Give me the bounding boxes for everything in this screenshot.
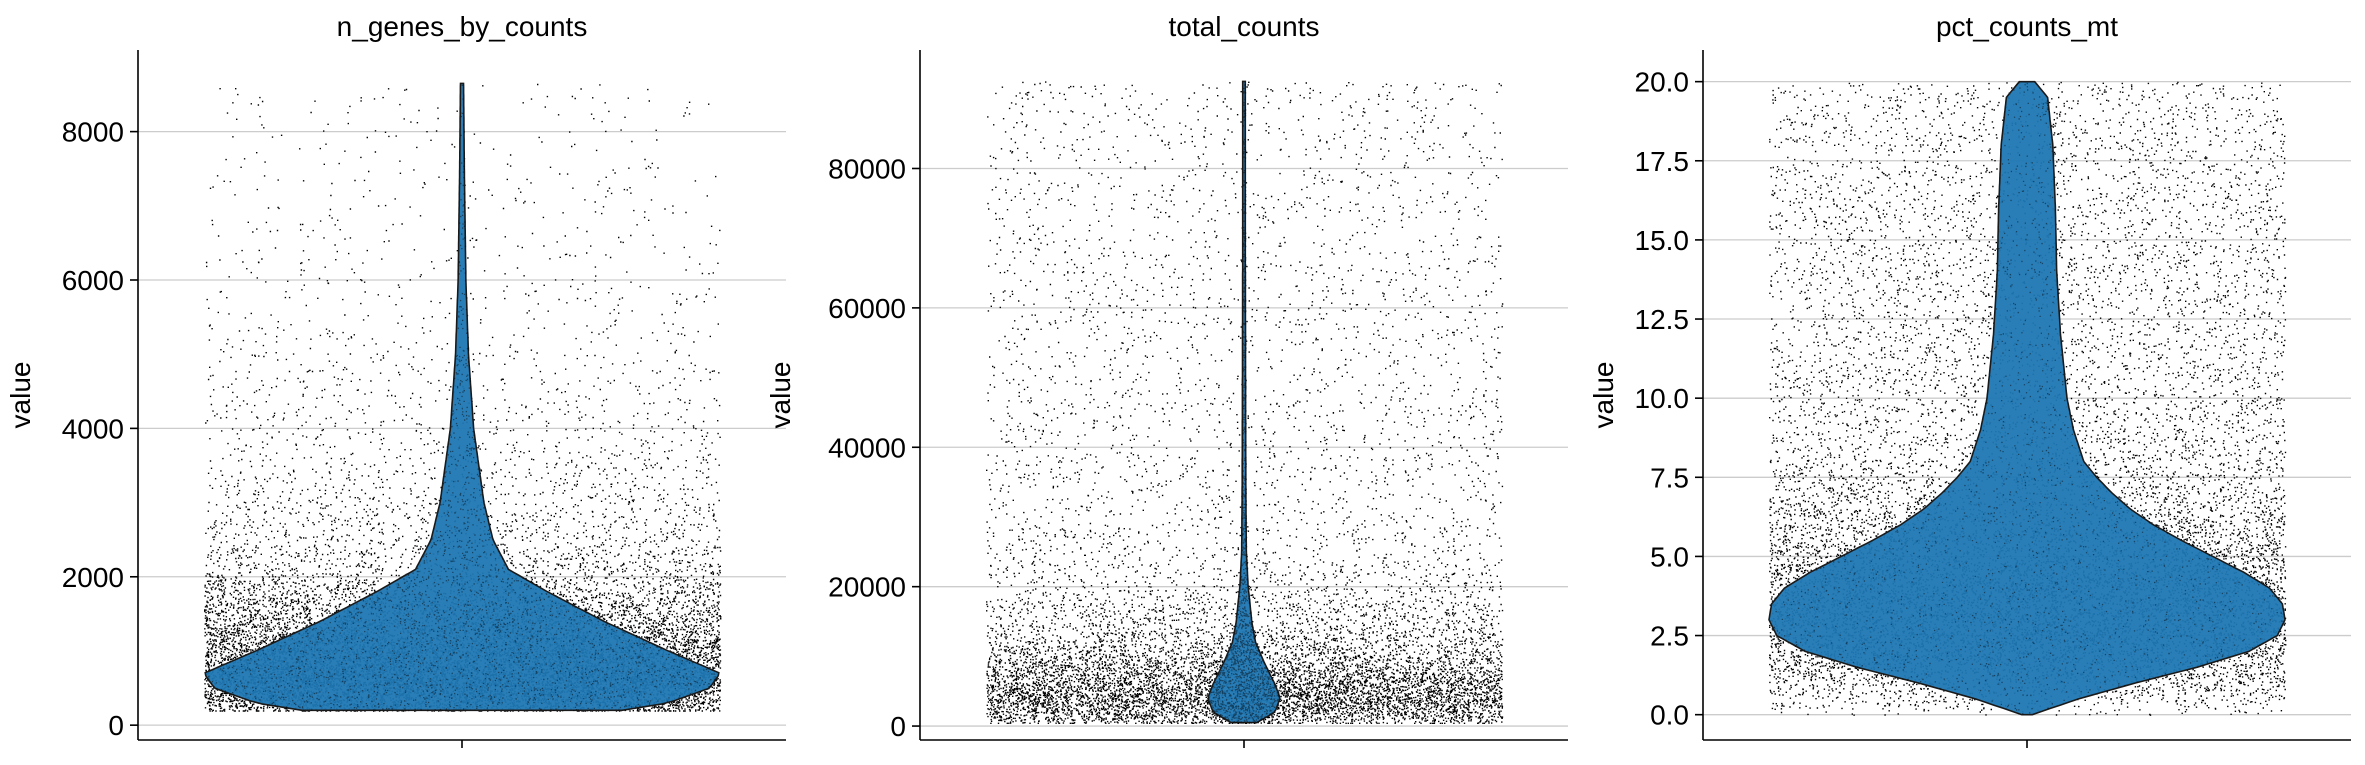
- y-tick-label: 12.5: [1635, 304, 1690, 335]
- jitter-points-over: [1208, 84, 1280, 724]
- y-tick-label: 4000: [62, 413, 124, 444]
- chart-title: total_counts: [1169, 11, 1320, 42]
- violin-body: [1768, 80, 2286, 716]
- y-tick-label: 80000: [828, 153, 906, 184]
- chart-title: n_genes_by_counts: [337, 11, 588, 42]
- y-tick-label: 20000: [828, 572, 906, 603]
- y-tick-label: 2000: [62, 562, 124, 593]
- y-tick-label: 20.0: [1635, 67, 1690, 98]
- y-tick-label: 60000: [828, 293, 906, 324]
- y-tick-label: 10.0: [1635, 383, 1690, 414]
- y-tick-label: 0: [890, 711, 906, 742]
- chart-title: pct_counts_mt: [1936, 11, 2118, 42]
- violin-body: [1207, 80, 1281, 724]
- jitter-points: [986, 81, 1504, 724]
- jitter-points: [204, 83, 722, 712]
- y-tick-label: 15.0: [1635, 225, 1690, 256]
- y-tick-label: 0.0: [1650, 700, 1689, 731]
- y-tick-label: 5.0: [1650, 541, 1689, 572]
- violin-body: [204, 82, 720, 712]
- y-tick-label: 7.5: [1650, 462, 1689, 493]
- violin-panel-3: 0.0 2.5 5.0 7.5 10.0 12.5 15.0 17.5 20.0 pct_coun…: [1588, 11, 2351, 748]
- y-tick-label: 40000: [828, 432, 906, 463]
- y-axis-label: value: [765, 362, 796, 429]
- y-tick-label: 6000: [62, 265, 124, 296]
- y-tick-label: 2.5: [1650, 621, 1689, 652]
- y-tick-label: 0: [108, 710, 124, 741]
- y-tick-label: 8000: [62, 117, 124, 148]
- y-tick-label: 17.5: [1635, 146, 1690, 177]
- y-axis-label: value: [5, 362, 36, 429]
- y-axis-label: value: [1588, 362, 1619, 429]
